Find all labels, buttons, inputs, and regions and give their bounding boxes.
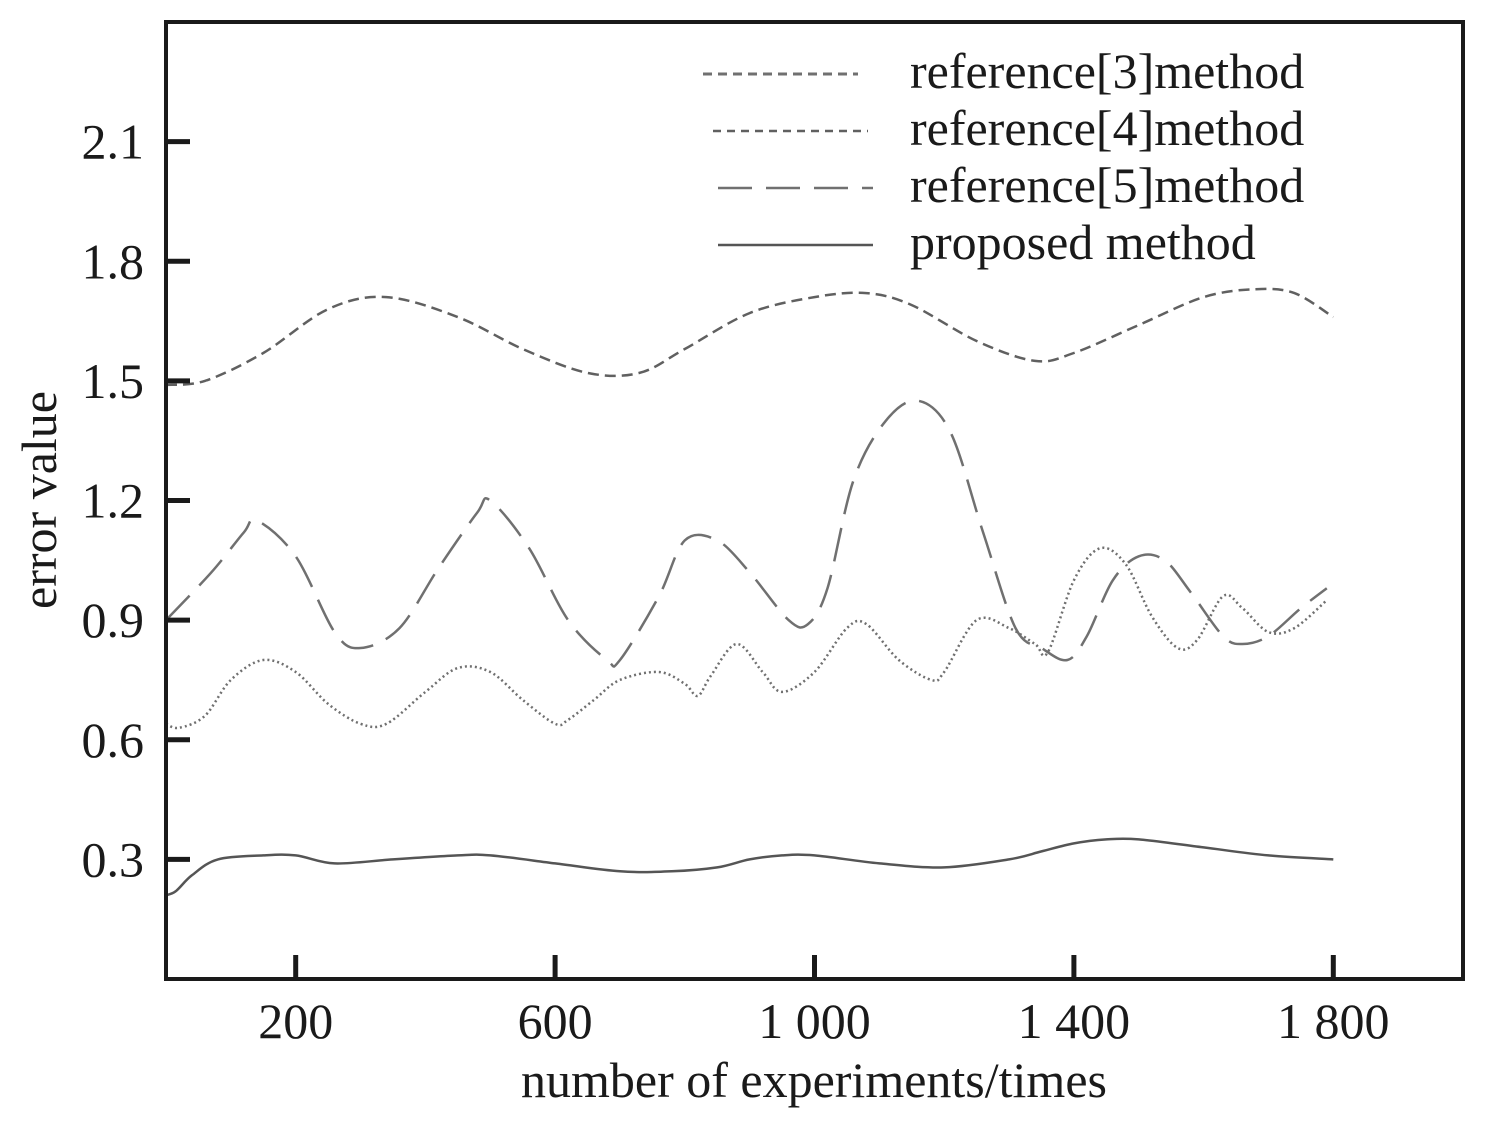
y-axis-title: error value — [11, 391, 67, 609]
x-tick-label: 1 400 — [1018, 993, 1131, 1049]
x-tick-label: 600 — [518, 993, 593, 1049]
y-tick-label: 0.9 — [82, 592, 145, 648]
plot-marks — [165, 287, 1334, 897]
y-tick-label: 0.6 — [82, 712, 145, 768]
legend-label-reference-3-method: reference[3]method — [910, 43, 1304, 99]
x-axis-ticks: 200 600 1 000 1 400 1 800 — [258, 955, 1390, 1049]
y-tick-label: 1.8 — [82, 233, 145, 289]
y-tick-label: 2.1 — [82, 114, 145, 170]
series-line-reference-3-method — [165, 546, 1328, 730]
y-tick-label: 1.2 — [82, 473, 145, 529]
x-axis-title: number of experiments/times — [521, 1052, 1107, 1108]
legend-label-reference-5-method: reference[5]method — [910, 157, 1304, 213]
legend-label-reference-4-method: reference[4]method — [910, 100, 1304, 156]
series-line-reference-4-method — [165, 287, 1334, 387]
x-tick-label: 1 800 — [1277, 993, 1390, 1049]
x-tick-label: 200 — [258, 993, 333, 1049]
series-line-reference-5-method — [165, 399, 1328, 668]
legend-label-proposed-method: proposed method — [910, 214, 1256, 270]
legend: reference[3]methodreference[4]methodrefe… — [703, 43, 1304, 270]
y-tick-label: 1.5 — [82, 353, 145, 409]
y-axis-ticks: 0.3 0.6 0.9 1.2 1.5 1.8 2.1 — [82, 114, 190, 887]
y-tick-label: 0.3 — [82, 831, 145, 887]
x-tick-label: 1 000 — [758, 993, 871, 1049]
series-line-proposed-method — [165, 837, 1334, 897]
